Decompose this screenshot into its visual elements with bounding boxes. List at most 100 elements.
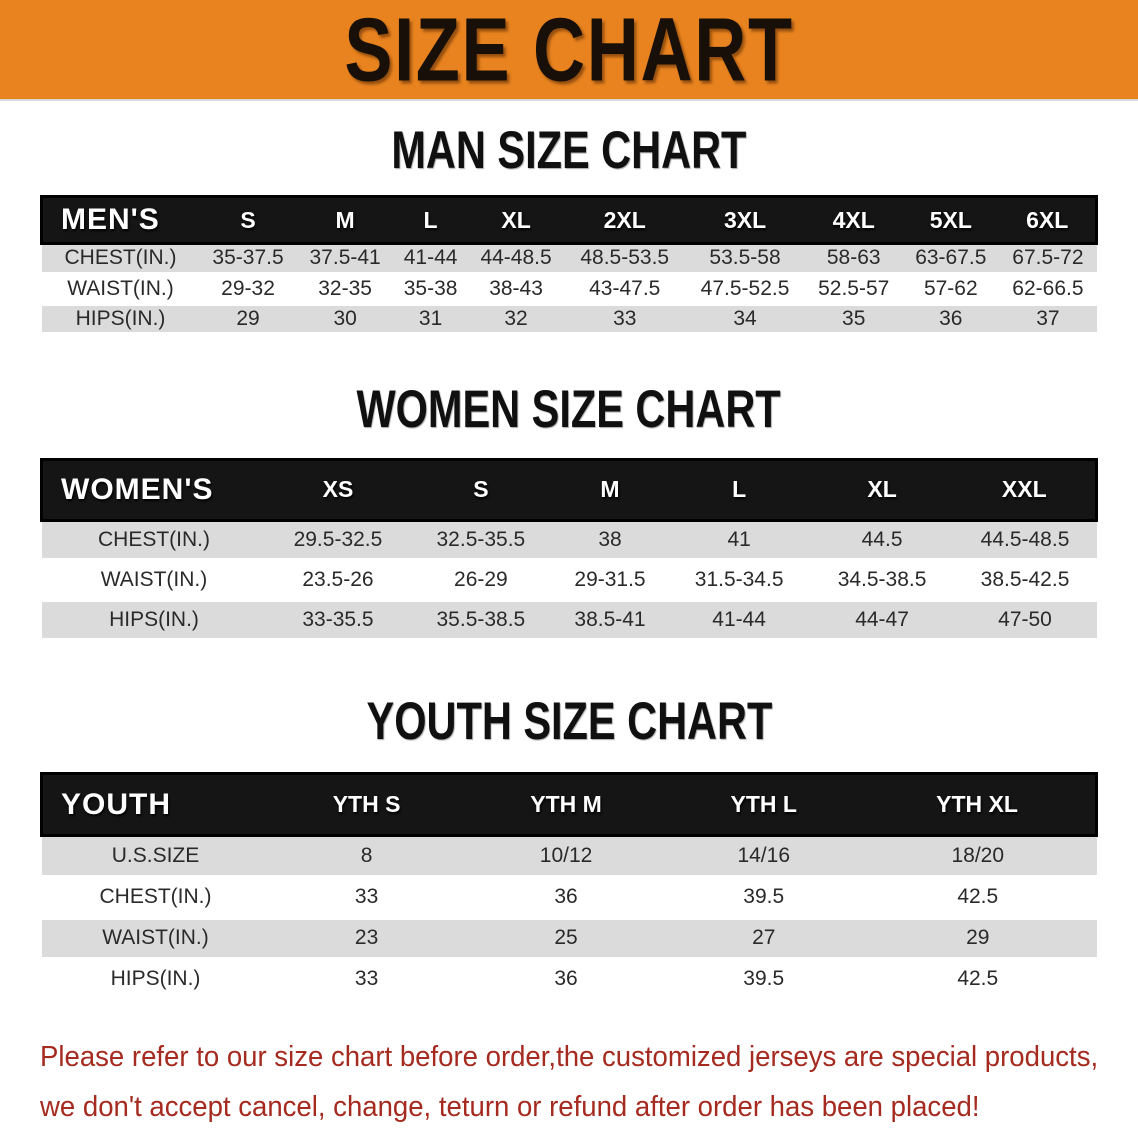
- size-value-cell: 36: [939, 306, 963, 330]
- size-value-cell: 8: [360, 843, 373, 867]
- size-value-cell: 29: [236, 306, 260, 330]
- column-header: XS: [266, 457, 410, 522]
- size-value-cell: 32: [504, 306, 528, 330]
- size-section-men: MAN SIZE CHART MEN'S S M L XL 2XL 3XL 4XL 5XL 6XL C…: [0, 121, 1138, 336]
- size-value-cell: 44.5: [861, 527, 903, 551]
- section-title-women: WOMEN SIZE CHART: [0, 378, 1138, 439]
- size-value-cell: 39.5: [743, 967, 785, 990]
- column-header: M: [552, 457, 668, 522]
- size-table-men: MEN'S S M L XL 2XL 3XL 4XL 5XL 6XL CHEST(IN.) 35-37…: [40, 195, 1099, 336]
- disclaimer-line-1: Please refer to our size chart before or…: [40, 1040, 1099, 1073]
- size-value-cell: 52.5-57: [818, 276, 890, 300]
- size-value-cell: 41-44: [712, 608, 766, 631]
- column-header: XXL: [953, 457, 1098, 522]
- size-value-cell: 62-66.5: [1012, 276, 1084, 300]
- size-value-cell: 42.5: [957, 967, 999, 990]
- table-header-row: WOMEN'S XS S M L XL XXL: [40, 457, 1098, 522]
- table-row: CHEST(IN.) 33 36 39.5 42.5: [41, 876, 1097, 918]
- size-value-cell: 14/16: [737, 843, 791, 867]
- size-value-cell: 42.5: [957, 885, 999, 908]
- size-value-cell: 26-29: [454, 568, 508, 591]
- size-value-cell: 44.5-48.5: [980, 527, 1070, 551]
- row-label: HIPS(IN.): [109, 608, 199, 631]
- size-value-cell: 58-63: [826, 246, 881, 270]
- table-header-label: MEN'S: [40, 195, 200, 245]
- row-label: WAIST(IN.): [100, 568, 208, 591]
- row-label: HIPS(IN.): [110, 967, 201, 990]
- size-value-cell: 29: [966, 926, 990, 949]
- table-row: CHEST(IN.) 29.5-32.5 32.5-35.5 38 41 44.5 44.5…: [41, 520, 1097, 560]
- column-header: YTH S: [269, 772, 464, 837]
- size-value-cell: 33: [613, 306, 637, 330]
- size-value-cell: 44-47: [855, 608, 909, 631]
- size-value-cell: 23.5-26: [302, 568, 374, 591]
- size-value-cell: 57-62: [923, 276, 978, 300]
- table-header-label: WOMEN'S: [40, 457, 267, 522]
- size-value-cell: 41-44: [403, 246, 458, 270]
- column-header: YTH XL: [859, 772, 1099, 837]
- size-value-cell: 43-47.5: [589, 276, 661, 300]
- disclaimer: Please refer to our size chart before or…: [40, 1038, 1138, 1126]
- column-header: YTH M: [463, 772, 669, 837]
- section-title-youth: YOUTH SIZE CHART: [0, 692, 1138, 749]
- table-row: WAIST(IN.) 23.5-26 26-29 29-31.5 31.5-34.5 34…: [41, 560, 1097, 600]
- size-value-cell: 39.5: [743, 885, 785, 908]
- size-value-cell: 34.5-38.5: [837, 568, 927, 591]
- size-value-cell: 32-35: [318, 276, 372, 300]
- table-header-row: MEN'S S M L XL 2XL 3XL 4XL 5XL 6XL: [40, 195, 1099, 245]
- column-header: 2XL: [564, 195, 685, 245]
- column-header: L: [393, 195, 468, 245]
- column-header: XL: [467, 195, 565, 245]
- table-row: WAIST(IN.) 23 25 27 29: [41, 917, 1097, 959]
- size-value-cell: 38.5-41: [574, 608, 646, 631]
- size-value-cell: 35.5-38.5: [436, 608, 526, 631]
- size-value-cell: 33-35.5: [302, 608, 374, 631]
- size-value-cell: 47-50: [998, 608, 1052, 631]
- column-header: S: [199, 195, 297, 245]
- row-label: U.S.SIZE: [111, 843, 200, 867]
- table-row: WAIST(IN.) 29-32 32-35 35-38 38-43 43-47.5 47.…: [41, 273, 1097, 304]
- charts-container: MAN SIZE CHART MEN'S S M L XL 2XL 3XL 4XL 5XL 6XL C…: [0, 121, 1138, 1002]
- size-value-cell: 38-43: [489, 276, 543, 300]
- size-value-cell: 25: [554, 926, 578, 949]
- size-value-cell: 33: [354, 967, 379, 990]
- size-value-cell: 33: [354, 885, 379, 908]
- table-row: HIPS(IN.) 33-35.5 35.5-38.5 38.5-41 41-44 44-…: [41, 600, 1097, 640]
- size-value-cell: 38: [598, 527, 622, 551]
- size-value-cell: 44-48.5: [480, 246, 552, 270]
- table-row: HIPS(IN.) 29 30 31 32 33 34 35 36 37: [41, 303, 1097, 334]
- size-value-cell: 37: [1036, 306, 1060, 330]
- size-value-cell: 34: [733, 306, 757, 330]
- column-header: XL: [810, 457, 954, 522]
- size-value-cell: 38.5-42.5: [980, 568, 1070, 591]
- row-label: HIPS(IN.): [75, 306, 166, 330]
- size-value-cell: 29-32: [221, 276, 275, 300]
- size-table-women: WOMEN'S XS S M L XL XXL CHEST(IN.) 29.5-32.5 32.5…: [40, 457, 1098, 643]
- size-value-cell: 35-37.5: [212, 246, 284, 270]
- size-table-youth: YOUTH YTH S YTH M YTH L YTH XL U.S.SIZE 8 10/12…: [40, 772, 1099, 1002]
- table-header-label: YOUTH: [40, 772, 270, 837]
- row-label: CHEST(IN.): [98, 527, 210, 551]
- size-value-cell: 10/12: [539, 843, 593, 867]
- size-value-cell: 31.5-34.5: [694, 568, 784, 591]
- size-value-cell: 27: [752, 926, 776, 949]
- size-value-cell: 47.5-52.5: [700, 276, 790, 300]
- size-section-youth: YOUTH SIZE CHART YOUTH YTH S YTH M YTH L YTH …: [0, 692, 1138, 1002]
- size-value-cell: 32.5-35.5: [436, 527, 526, 551]
- row-label: CHEST(IN.): [99, 885, 212, 908]
- banner-title: SIZE CHART: [344, 0, 794, 100]
- size-value-cell: 31: [418, 306, 443, 330]
- size-value-cell: 41: [727, 527, 751, 551]
- size-value-cell: 35-38: [403, 276, 458, 300]
- row-label: CHEST(IN.): [64, 246, 177, 270]
- table-row: U.S.SIZE 8 10/12 14/16 18/20: [41, 835, 1097, 877]
- size-section-women: WOMEN SIZE CHART WOMEN'S XS S M L XL XXL CHEST(I…: [0, 378, 1138, 643]
- column-header: 3XL: [684, 195, 806, 245]
- size-value-cell: 30: [333, 306, 357, 330]
- size-value-cell: 29.5-32.5: [293, 527, 383, 551]
- section-title-text: WOMEN SIZE CHART: [356, 378, 782, 439]
- table-row: HIPS(IN.) 33 36 39.5 42.5: [41, 958, 1097, 1000]
- section-title-men: MAN SIZE CHART: [0, 121, 1138, 178]
- row-label: WAIST(IN.): [102, 926, 209, 949]
